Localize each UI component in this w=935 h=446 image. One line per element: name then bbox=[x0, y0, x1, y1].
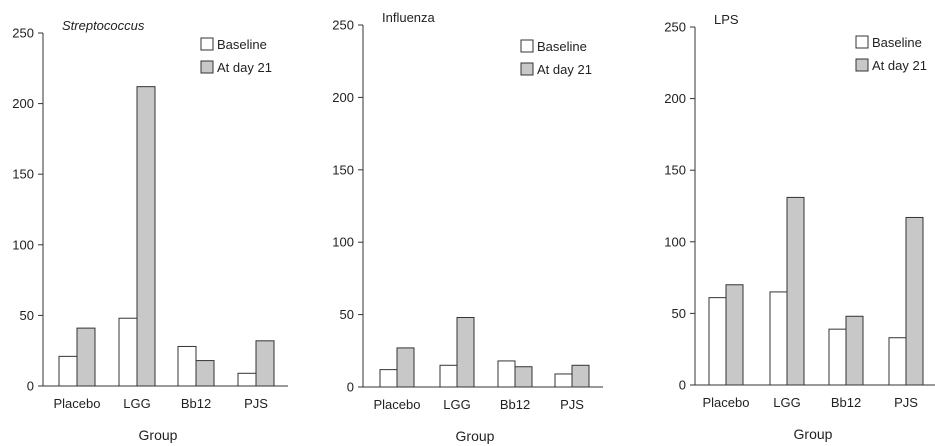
legend-swatch bbox=[520, 39, 534, 53]
chart-panel-2: 0 50 100 150 200 250 Placebo LGG Bb12 PJS Group Inf… bbox=[332, 10, 603, 444]
bar-bb12-day21 bbox=[195, 360, 215, 387]
legend: Baseline At day 21 bbox=[855, 35, 927, 73]
legend-label: Baseline bbox=[537, 39, 587, 54]
y-tick-label: 150 bbox=[332, 162, 354, 177]
legend-label: At day 21 bbox=[537, 62, 592, 77]
chart-panel-3: 0 50 100 150 200 250 Placebo LGG Bb12 PJS Group LPS… bbox=[664, 12, 935, 442]
x-tick-label: Bb12 bbox=[831, 395, 861, 410]
x-tick-label: LGG bbox=[443, 397, 470, 412]
x-axis-title: Group bbox=[794, 426, 833, 442]
x-tick-label: PJS bbox=[894, 395, 918, 410]
x-axis-title: Group bbox=[139, 427, 178, 443]
legend-swatch bbox=[855, 58, 869, 72]
chart-panel-1: 0 50 100 150 200 250 Placebo LGG Bb12 PJS Group Str… bbox=[12, 18, 288, 443]
bar-placebo-baseline bbox=[58, 355, 78, 387]
x-tick-label: PJS bbox=[244, 396, 268, 411]
y-tick-label: 200 bbox=[664, 91, 686, 106]
y-tick-label: 50 bbox=[672, 306, 686, 321]
panel-title: LPS bbox=[714, 12, 739, 27]
bar-pjs-day21 bbox=[255, 340, 275, 387]
legend-swatch bbox=[200, 37, 214, 51]
y-tick-label: 150 bbox=[664, 163, 686, 178]
bar-bb12-baseline bbox=[177, 345, 197, 387]
x-tick-label: LGG bbox=[123, 396, 150, 411]
bar-lgg-day21 bbox=[136, 86, 156, 387]
legend: Baseline At day 21 bbox=[520, 39, 592, 77]
bar-lgg-day21 bbox=[786, 196, 805, 386]
legend-label: Baseline bbox=[872, 35, 922, 50]
bar-bb12-day21 bbox=[514, 366, 533, 388]
panel-title: Streptococcus bbox=[62, 18, 145, 33]
y-tick-label: 0 bbox=[27, 379, 34, 394]
y-tick-label: 200 bbox=[332, 90, 354, 105]
bar-lgg-baseline bbox=[118, 317, 138, 387]
x-tick-label: PJS bbox=[560, 397, 584, 412]
y-tick-label: 100 bbox=[332, 235, 354, 250]
bar-placebo-day21 bbox=[725, 284, 744, 386]
bar-placebo-day21 bbox=[76, 327, 96, 387]
bar-bb12-day21 bbox=[845, 315, 864, 386]
legend-label: At day 21 bbox=[872, 58, 927, 73]
bar-placebo-baseline bbox=[379, 369, 398, 388]
x-tick-label: Placebo bbox=[374, 397, 421, 412]
bar-placebo-baseline bbox=[708, 297, 727, 386]
y-tick-label: 50 bbox=[340, 307, 354, 322]
y-tick-label: 50 bbox=[20, 308, 34, 323]
x-tick-label: Bb12 bbox=[500, 397, 530, 412]
bar-lgg-baseline bbox=[439, 364, 458, 388]
bar-pjs-baseline bbox=[237, 372, 257, 387]
bar-placebo-day21 bbox=[396, 347, 415, 388]
x-tick-label: Placebo bbox=[703, 395, 750, 410]
bar-pjs-day21 bbox=[905, 216, 924, 386]
bar-lgg-day21 bbox=[456, 316, 475, 388]
x-axis-title: Group bbox=[456, 428, 495, 444]
y-tick-label: 250 bbox=[664, 20, 686, 35]
legend-label: At day 21 bbox=[217, 60, 272, 75]
y-tick-label: 250 bbox=[12, 26, 34, 41]
legend-label: Baseline bbox=[217, 37, 267, 52]
x-tick-label: LGG bbox=[773, 395, 800, 410]
bar-bb12-baseline bbox=[497, 360, 516, 388]
panel-title: Influenza bbox=[382, 10, 436, 25]
x-tick-label: Placebo bbox=[54, 396, 101, 411]
bar-pjs-baseline bbox=[888, 337, 907, 386]
bar-pjs-day21 bbox=[571, 364, 590, 388]
y-tick-label: 0 bbox=[679, 378, 686, 393]
legend-swatch bbox=[520, 62, 534, 76]
y-tick-label: 100 bbox=[12, 237, 34, 252]
bar-bb12-baseline bbox=[828, 328, 847, 386]
y-tick-label: 200 bbox=[12, 96, 34, 111]
legend: Baseline At day 21 bbox=[200, 37, 272, 75]
y-tick-label: 250 bbox=[332, 18, 354, 33]
y-tick-label: 0 bbox=[347, 380, 354, 395]
legend-swatch bbox=[855, 35, 869, 49]
bar-pjs-baseline bbox=[554, 373, 573, 388]
bar-lgg-baseline bbox=[769, 291, 788, 386]
y-tick-label: 100 bbox=[664, 234, 686, 249]
y-tick-label: 150 bbox=[12, 167, 34, 182]
legend-swatch bbox=[200, 60, 214, 74]
x-tick-label: Bb12 bbox=[181, 396, 211, 411]
